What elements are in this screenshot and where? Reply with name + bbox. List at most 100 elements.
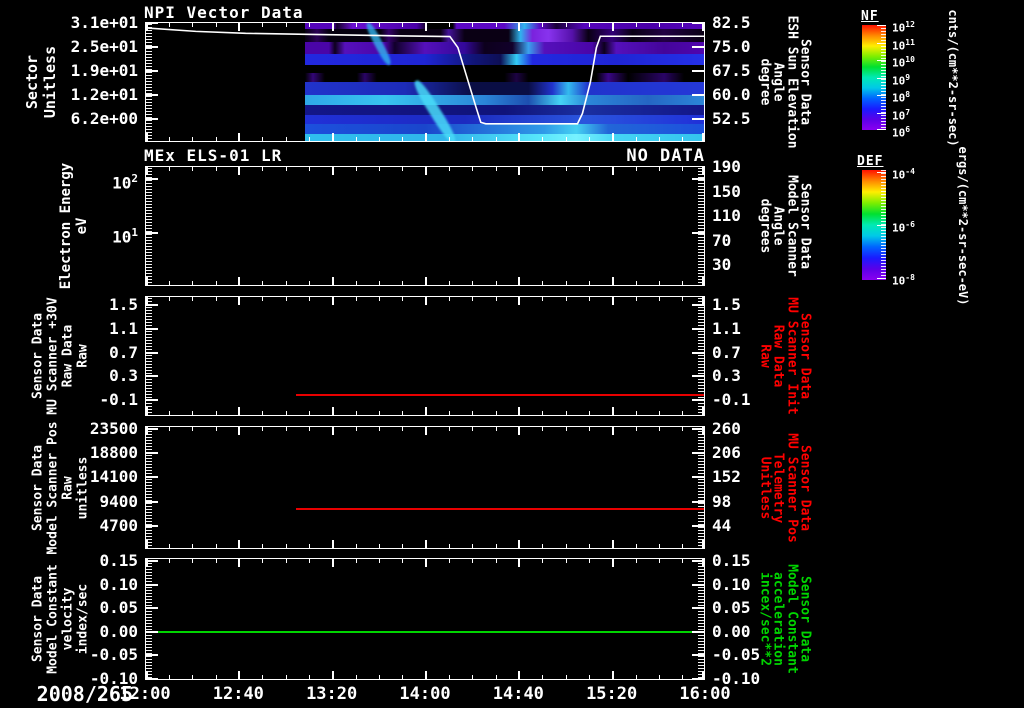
x-axis-tick: [146, 167, 148, 175]
x-axis-tick: [635, 167, 637, 171]
x-axis-tick: [308, 411, 310, 415]
x-axis-tick: [448, 281, 450, 285]
y-axis-major-tick: [146, 70, 158, 72]
y-axis-label-line: Unitless: [41, 45, 59, 119]
y-axis-minor-ticks-right: [698, 560, 704, 678]
x-axis-tick: [168, 675, 170, 679]
x-axis-tick: [192, 167, 194, 171]
x-axis-tick: [425, 540, 427, 548]
x-axis-tick: [238, 23, 241, 31]
colorbar-tick-label: 1012: [892, 20, 915, 35]
x-axis-tick: [635, 297, 637, 301]
nf-colorbar-title: NF: [861, 9, 879, 24]
y-axis-major-tick: [146, 232, 158, 234]
y-tick-label: 0.00: [99, 621, 138, 641]
x-axis-tick: [402, 137, 404, 141]
x-axis-tick: [588, 137, 590, 141]
y-axis-major-tick: [692, 524, 704, 527]
x-axis-tick: [168, 411, 170, 415]
colorbar-tick-label: 10-4: [892, 167, 915, 182]
x-axis-tick: [425, 133, 427, 141]
x-axis-tick: [518, 407, 521, 415]
x-axis-tick: [565, 675, 567, 679]
x-axis-tick: [425, 427, 427, 435]
y-tick-label: 23500: [89, 419, 138, 438]
x-axis-tick: [425, 407, 427, 415]
def-colorbar-unit-label: ergs/(cm**2-sr-sec-eV): [956, 146, 970, 306]
x-axis-tick: [402, 167, 404, 171]
y-axis-major-tick: [146, 630, 158, 633]
x-axis-tick: [588, 544, 590, 548]
x-axis-tick: [658, 427, 660, 431]
nf-colorbar: [862, 25, 886, 130]
x-axis-tick: [238, 277, 241, 285]
x-axis-tick: [472, 167, 474, 171]
colorbar-major-tick: [877, 42, 886, 44]
x-axis-tick: [658, 559, 660, 563]
x-axis-tick: [355, 411, 357, 415]
x-axis-tick: [565, 411, 567, 415]
x-axis-tick: [308, 559, 310, 563]
x-axis-tick: [402, 559, 404, 563]
right-axis-label-line: Raw Data: [770, 324, 786, 388]
spectrogram-band: [305, 82, 704, 95]
y-axis-major-tick: [146, 452, 158, 455]
x-axis-tick: [168, 23, 170, 27]
x-axis-tick: [192, 544, 194, 548]
colorbar-tick-label: 108: [892, 90, 911, 105]
x-axis-tick: [262, 167, 264, 171]
x-axis-tick: [425, 559, 427, 567]
x-axis-tick: [495, 675, 497, 679]
spectrogram-band: [305, 124, 704, 134]
x-axis-tick: [588, 23, 590, 27]
x-axis-tick: [495, 559, 497, 563]
x-axis-tick: [378, 137, 380, 141]
x-axis-tick: [402, 23, 404, 27]
x-axis-tick: [472, 544, 474, 548]
right-axis-label-line: Sensor Data: [797, 312, 813, 400]
panel-model-scanner-pos: [145, 426, 705, 549]
x-axis-tick: [635, 411, 637, 415]
x-axis-tick: [682, 167, 684, 171]
colorbar-major-tick: [877, 112, 886, 114]
x-tick-label: 14:40: [492, 684, 544, 704]
right-tick-label: 110: [712, 206, 741, 225]
x-axis-tick: [682, 297, 684, 301]
y-axis-minor-ticks-left: [146, 560, 152, 678]
x-axis-tick: [238, 671, 241, 679]
right-tick-label: 52.5: [712, 109, 751, 128]
x-axis-tick: [588, 411, 590, 415]
x-axis-tick: [518, 167, 521, 175]
x-axis-tick: [635, 281, 637, 285]
x-axis-tick: [495, 137, 497, 141]
x-axis-tick: [238, 297, 241, 305]
right-tick-label: 0.7: [712, 342, 741, 362]
x-axis-tick: [308, 427, 310, 431]
x-axis-tick: [682, 137, 684, 141]
x-tick-label: 12:00: [119, 684, 171, 704]
right-tick-label: 0.05: [712, 598, 751, 618]
y-axis-major-tick: [692, 46, 704, 48]
colorbar-major-tick: [877, 25, 886, 26]
y-axis-major-tick: [692, 232, 704, 234]
x-axis-tick: [495, 23, 497, 27]
x-axis-tick: [472, 411, 474, 415]
data-line-model-scanner-pos: [296, 508, 704, 510]
x-axis-tick: [702, 133, 704, 141]
x-axis-tick: [448, 137, 450, 141]
x-axis-tick: [611, 297, 614, 305]
x-axis-tick: [331, 277, 334, 285]
spectrogram-band: [305, 95, 704, 105]
panel-title-npi: NPI Vector Data: [144, 3, 304, 22]
x-axis-tick: [308, 137, 310, 141]
x-axis-tick: [378, 427, 380, 431]
x-axis-tick: [702, 540, 704, 548]
y-axis-minor-ticks-left: [146, 298, 152, 414]
x-axis-tick: [215, 167, 217, 171]
colorbar-tick-label: 10-6: [892, 220, 915, 235]
right-axis-label-line: Sensor Data: [797, 575, 813, 663]
right-axis-label-line: degrees: [757, 198, 772, 254]
x-axis-tick: [308, 23, 310, 27]
x-axis-tick: [215, 297, 217, 301]
x-axis-tick: [682, 675, 684, 679]
